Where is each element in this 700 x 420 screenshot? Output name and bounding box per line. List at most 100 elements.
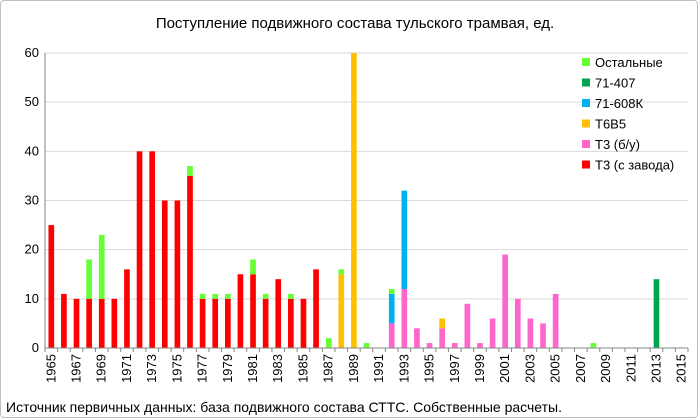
legend-label: Т6В5 [595, 117, 626, 132]
bar-segment [426, 343, 433, 348]
bar-segment [552, 293, 559, 348]
x-tick-label: 1981 [245, 354, 260, 383]
legend-label: Т3 (б/у) [595, 137, 640, 152]
bar-segment [61, 293, 67, 348]
bar-segment [73, 298, 80, 348]
bar-segment [149, 151, 156, 348]
bar-segment [250, 259, 256, 275]
bar-segment [388, 289, 395, 294]
bar-segment [288, 293, 294, 299]
bar-segment [48, 225, 55, 348]
bar-segment [502, 254, 509, 348]
bar-segment [136, 151, 143, 348]
bar-segment [439, 318, 445, 329]
bar-segment [477, 343, 483, 348]
bar-segment [275, 279, 282, 348]
legend-swatch [582, 58, 590, 66]
legend-swatch [582, 160, 590, 169]
y-axis: 0 10 20 30 40 50 60 [25, 45, 46, 355]
source-note: Источник первичных данных: база подвижно… [6, 399, 562, 415]
legend-label: Остальные [595, 55, 663, 70]
bar-segment [237, 274, 244, 348]
x-tick-label: 1993 [396, 354, 411, 383]
x-tick-label: 2001 [497, 354, 512, 383]
x-tick-label: 2013 [648, 354, 663, 383]
legend-label: 71-608К [595, 96, 643, 111]
x-tick-label: 2009 [598, 354, 613, 383]
legend: Остальные 71-407 71-608К Т6В5 Т3 (б/у) Т3 (с … [582, 55, 674, 173]
bar-segment [325, 338, 332, 348]
bar-segment [338, 269, 345, 275]
bar-segment [86, 298, 92, 348]
x-tick-label: 2003 [522, 354, 537, 383]
x-tick-label: 1985 [295, 354, 310, 383]
bar-segment [174, 200, 181, 348]
bar-segment [540, 323, 546, 348]
bar-segment [199, 293, 206, 299]
x-axis: 1965 1967 1969 1971 1973 1975 1977 1979 1981 1983… [43, 347, 689, 383]
bar-segment [98, 234, 105, 299]
bar-segment [199, 298, 206, 348]
bars [48, 53, 660, 348]
legend-label: Т3 (с завода) [595, 158, 674, 173]
x-tick-label: 1997 [447, 354, 462, 383]
bar-segment [590, 343, 597, 348]
bar-segment [338, 274, 345, 348]
legend-swatch [582, 140, 590, 148]
bar-segment [111, 298, 118, 348]
legend-swatch [582, 119, 590, 128]
x-tick-label: 1965 [43, 354, 58, 383]
y-tick-label: 30 [25, 193, 39, 208]
bar-segment [388, 323, 395, 348]
chart-title: Поступление подвижного состава тульского… [156, 15, 554, 32]
x-tick-label: 1989 [346, 354, 361, 383]
bar-segment [187, 166, 193, 176]
bar-segment [401, 289, 408, 348]
x-tick-label: 2011 [623, 354, 638, 382]
y-tick-label: 20 [25, 242, 39, 257]
bar-segment [464, 303, 471, 348]
bar-segment [250, 274, 256, 348]
bar-segment [300, 298, 307, 348]
bar-segment [388, 293, 395, 324]
bar-segment [262, 298, 269, 348]
bar-segment [351, 53, 357, 348]
x-tick-label: 1979 [220, 354, 235, 383]
x-tick-label: 2005 [548, 354, 563, 383]
x-tick-label: 1987 [321, 354, 336, 383]
y-tick-label: 60 [25, 45, 39, 60]
legend-label: 71-407 [595, 76, 635, 91]
legend-swatch [582, 99, 590, 107]
legend-swatch [582, 78, 590, 87]
x-tick-label: 1983 [270, 354, 285, 383]
bar-segment [313, 269, 319, 348]
bar-segment [212, 293, 219, 299]
bar-segment [161, 200, 168, 348]
bar-segment [363, 343, 370, 348]
bar-segment [451, 343, 458, 348]
bar-segment [489, 318, 496, 348]
bar-segment [262, 293, 269, 299]
bar-segment [288, 298, 294, 348]
bar-segment [124, 269, 130, 348]
bar-segment [414, 328, 420, 348]
x-tick-label: 1977 [195, 354, 210, 383]
bar-segment [224, 298, 231, 348]
bar-segment [527, 318, 534, 348]
y-tick-label: 40 [25, 143, 39, 158]
x-tick-label: 1967 [69, 354, 84, 383]
x-tick-label: 2007 [573, 354, 588, 383]
x-tick-label: 1999 [472, 354, 487, 383]
y-tick-label: 50 [25, 94, 39, 109]
bar-segment [98, 298, 105, 348]
bar-segment [439, 328, 445, 348]
bar-segment [224, 293, 231, 299]
y-tick-label: 10 [25, 291, 39, 306]
x-tick-label: 1991 [371, 354, 386, 383]
x-tick-label: 1975 [169, 354, 184, 383]
x-tick-label: 1969 [94, 354, 109, 383]
x-tick-label: 1971 [119, 354, 134, 383]
x-tick-label: 1995 [422, 354, 437, 383]
